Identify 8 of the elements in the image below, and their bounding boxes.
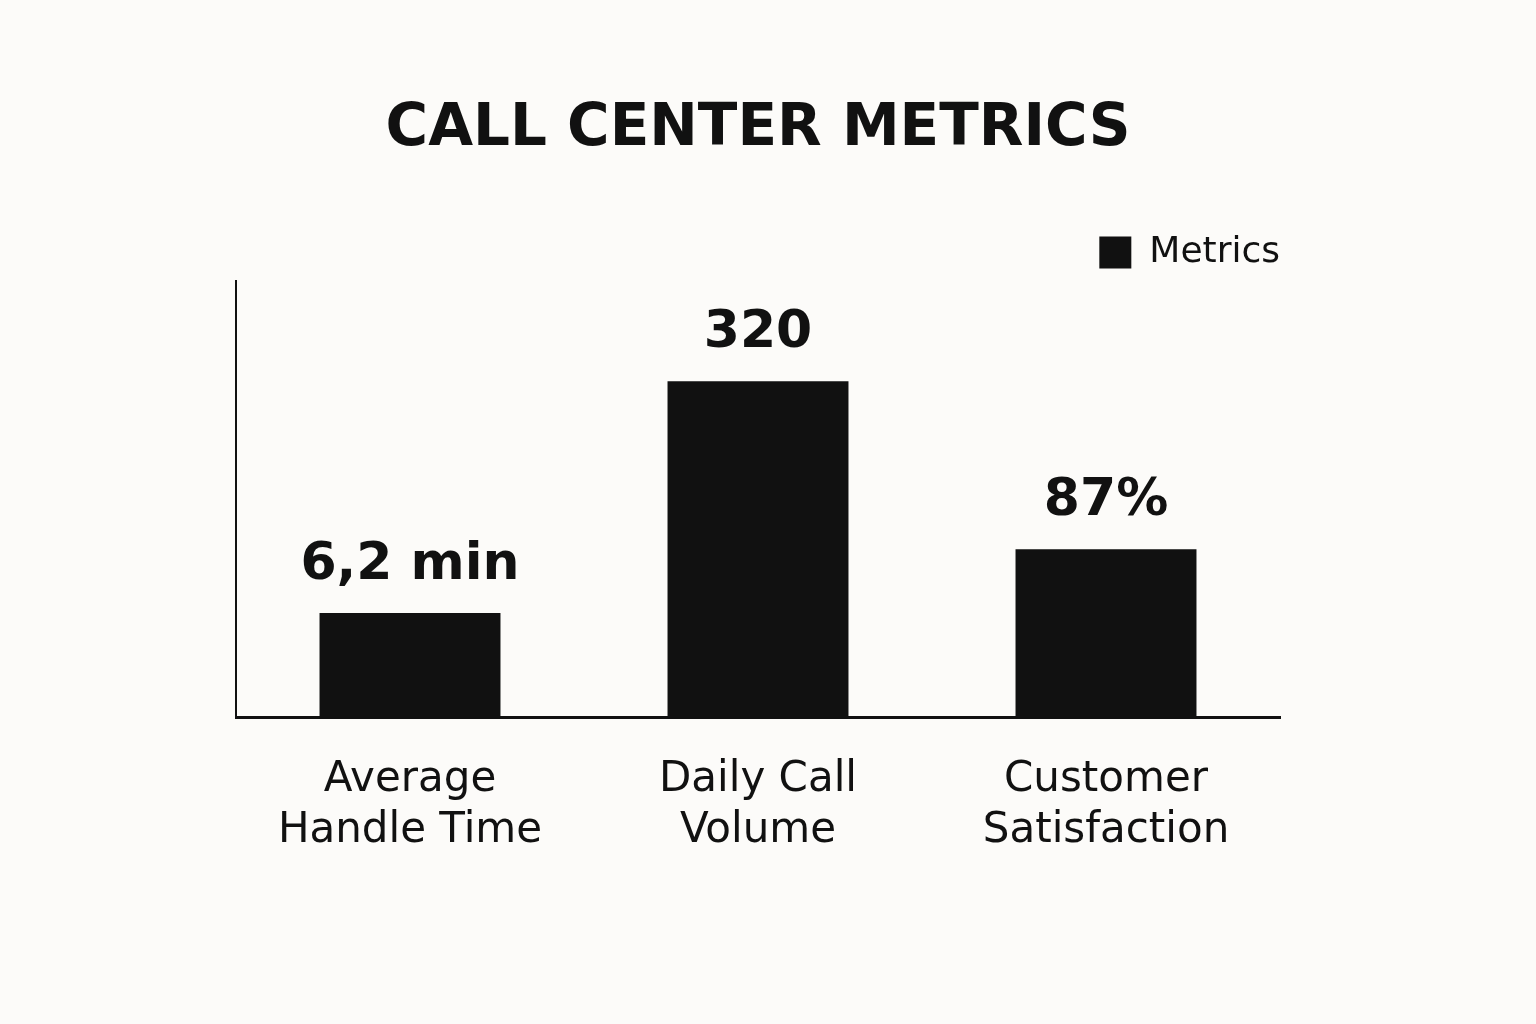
text: 87% [1043, 466, 1169, 527]
x-tick-label: Customer Satisfaction [982, 752, 1230, 852]
text: 6,2 min [300, 530, 520, 591]
x-tick-label: Daily Call Volume [658, 752, 858, 852]
x-tick-label: Average Handle Time [277, 752, 543, 852]
text: 320 [703, 298, 813, 359]
chart-title: CALL CENTER METRICS [385, 90, 1131, 159]
legend-label: Metrics [1149, 228, 1281, 270]
